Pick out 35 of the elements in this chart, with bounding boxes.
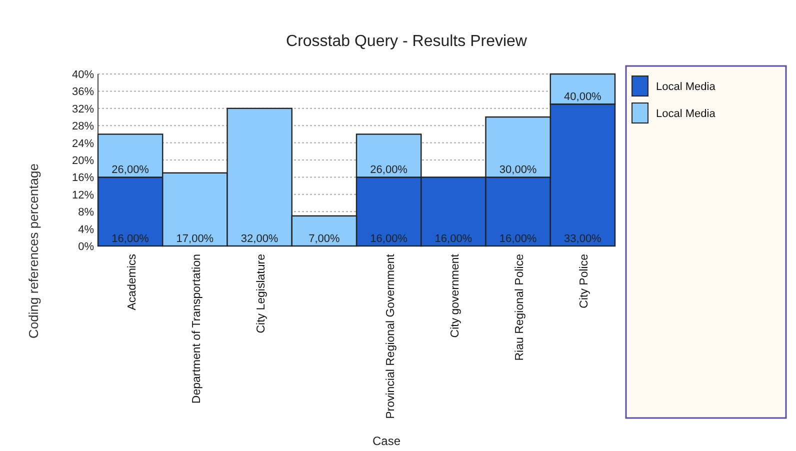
x-tick-label: City Legislature — [256, 254, 268, 334]
total-label: 26,00% — [112, 164, 150, 176]
legend-label: Local Media — [656, 108, 716, 120]
total-label: 26,00% — [370, 164, 408, 176]
x-tick-label: Provincial Regional Government — [384, 253, 397, 419]
x-axis-title: Case — [372, 434, 401, 448]
data-label: 7,00% — [308, 233, 340, 245]
data-label: 17,00% — [176, 233, 214, 245]
data-label: 16,00% — [370, 233, 408, 245]
total-label: 30,00% — [499, 164, 537, 176]
y-tick-label: 32% — [72, 103, 94, 116]
data-label: 16,00% — [434, 233, 472, 245]
y-tick-label: 36% — [72, 86, 94, 98]
x-tick-label: City Police — [578, 254, 591, 308]
y-tick-label: 20% — [72, 155, 94, 167]
y-tick-label: 12% — [72, 189, 94, 202]
legend-label: Local Media — [656, 81, 716, 93]
y-tick-label: 28% — [72, 120, 94, 133]
chart-title: Crosstab Query - Results Preview — [286, 33, 528, 50]
x-tick-label: Department of Transportation — [190, 254, 203, 404]
data-label: 33,00% — [564, 233, 602, 245]
y-tick-label: 8% — [78, 206, 94, 219]
x-tick-label: Riau Regional Police — [514, 254, 526, 361]
y-axis-title: Coding references percentage — [26, 164, 41, 338]
x-tick-label: Academics — [126, 254, 138, 310]
data-label: 32,00% — [240, 233, 278, 245]
y-tick-label: 0% — [78, 241, 94, 253]
y-tick-label: 40% — [72, 69, 94, 81]
y-tick-label: 4% — [78, 224, 94, 236]
data-label: 16,00% — [499, 233, 537, 245]
y-tick-label: 16% — [72, 172, 94, 184]
y-tick-label: 24% — [72, 138, 94, 150]
total-label: 40,00% — [564, 91, 602, 104]
x-tick-label: City government — [449, 253, 462, 338]
data-label: 16,00% — [112, 233, 150, 245]
